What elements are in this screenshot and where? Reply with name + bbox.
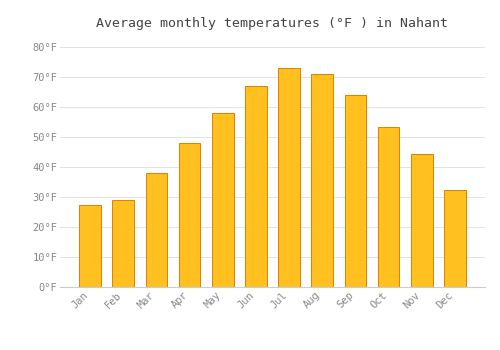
Bar	[378, 126, 400, 287]
Bar	[411, 154, 432, 287]
Bar	[344, 95, 366, 287]
Bar	[112, 200, 134, 287]
Bar	[80, 204, 101, 287]
Bar	[444, 189, 466, 287]
Bar	[278, 68, 300, 287]
Bar	[212, 113, 234, 287]
Bar	[146, 173, 167, 287]
Title: Average monthly temperatures (°F ) in Nahant: Average monthly temperatures (°F ) in Na…	[96, 17, 448, 30]
Bar	[245, 86, 266, 287]
Bar	[312, 74, 333, 287]
Bar	[179, 143, 201, 287]
